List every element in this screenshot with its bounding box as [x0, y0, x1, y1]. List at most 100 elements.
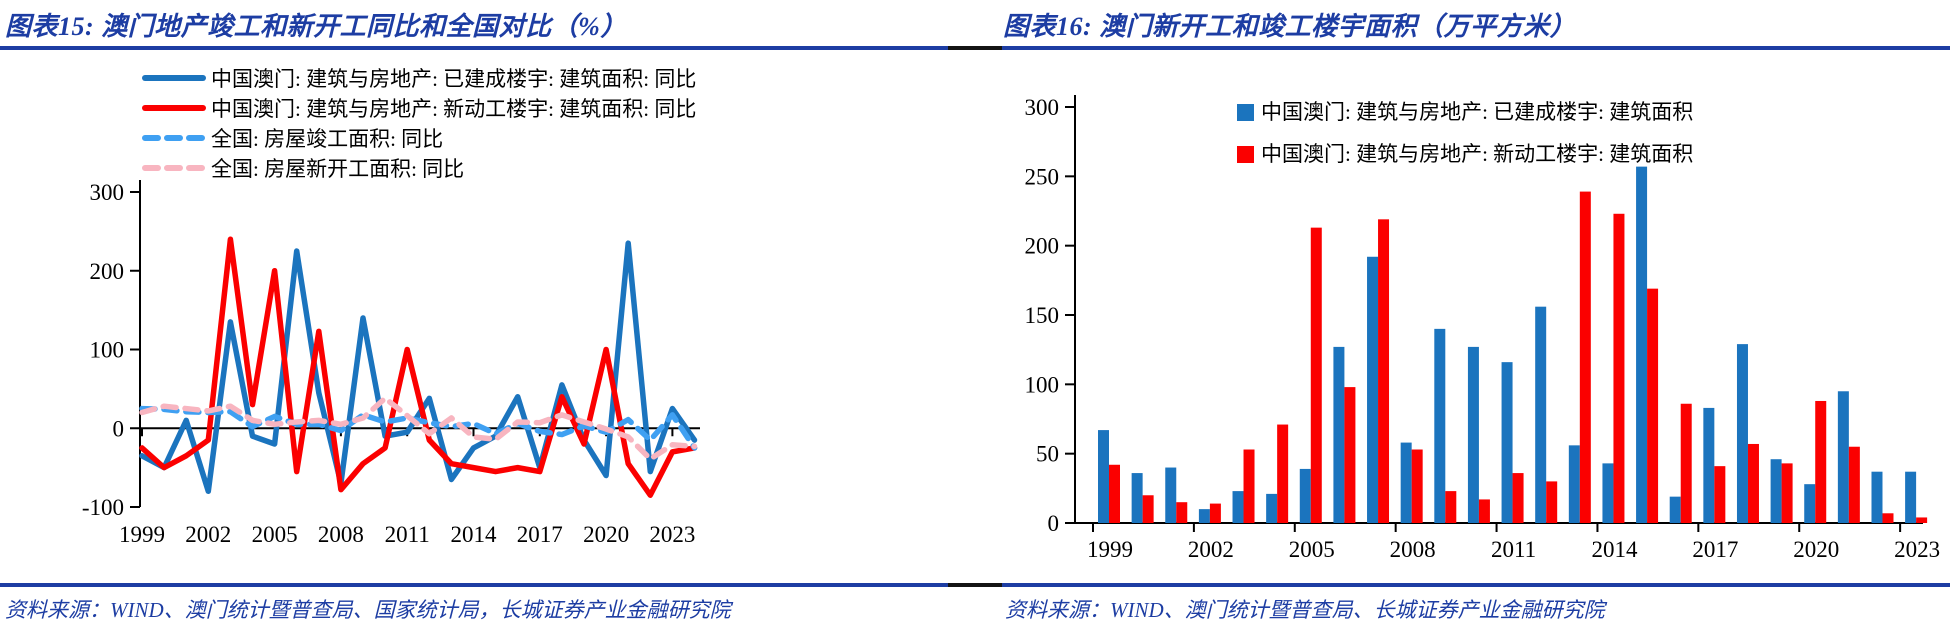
- bar-newstart-2003: [1243, 449, 1255, 523]
- bar-completed-2014: [1602, 463, 1614, 523]
- bar-completed-2013: [1568, 445, 1580, 523]
- axis-labels: 0 50 100 150 200 250 300 1999 2002 2005 2008 2011 20…: [1025, 95, 1941, 562]
- bar-newstart-2017: [1714, 466, 1726, 523]
- bar-newstart-2004: [1277, 424, 1289, 523]
- y-tick-label: 200: [1025, 234, 1060, 259]
- y-tick-label: 0: [113, 416, 125, 441]
- legend-swatch-0: [1237, 104, 1254, 121]
- bar-newstart-2020: [1815, 400, 1827, 523]
- bar-newstart-2016: [1680, 403, 1692, 523]
- bar-newstart-2023: [1916, 517, 1928, 523]
- bar-newstart-2002: [1209, 503, 1221, 523]
- x-tick-label: 2005: [252, 522, 298, 547]
- figure16-title: 图表16: 澳门新开工和竣工楼宇面积（万平方米）: [1003, 6, 1576, 43]
- legend-label-1: 中国澳门: 建筑与房地产: 新动工楼宇: 建筑面积: 同比: [211, 97, 696, 121]
- bar-newstart-2022: [1882, 513, 1894, 523]
- bar-series: [1098, 166, 1928, 524]
- x-tick-label: 2011: [1491, 537, 1536, 562]
- legend-swatch-1: [1237, 146, 1254, 163]
- bar-newstart-2006: [1344, 387, 1356, 523]
- y-tick-label: 50: [1036, 442, 1059, 467]
- legend-label-0: 中国澳门: 建筑与房地产: 已建成楼宇: 建筑面积: [1261, 100, 1693, 124]
- y-tick-label: 200: [90, 259, 125, 284]
- bar-completed-2008: [1400, 442, 1412, 523]
- y-tick-label: 0: [1048, 511, 1060, 536]
- x-tick-label: 2014: [1591, 537, 1638, 562]
- figure15-panel: 图表15: 澳门地产竣工和新开工同比和全国对比（%） 300 200 100 0 -10…: [0, 6, 975, 622]
- bar-completed-2015: [1636, 166, 1648, 524]
- figure15-footer-rule: [0, 583, 975, 587]
- bar-completed-2009: [1434, 328, 1446, 523]
- y-tick-label: 100: [90, 338, 125, 363]
- bar-completed-2004: [1266, 493, 1278, 523]
- bar-newstart-2012: [1546, 481, 1558, 523]
- figure16-source: 资料来源：WIND、澳门统计暨普查局、长城证券产业金融研究院: [1005, 598, 1605, 622]
- bar-newstart-2021: [1848, 446, 1860, 523]
- y-tick-label: 100: [1025, 372, 1060, 397]
- bar-completed-2000: [1131, 473, 1143, 523]
- bar-completed-2002: [1198, 509, 1210, 523]
- bar-newstart-2014: [1613, 213, 1625, 524]
- bar-newstart-2005: [1310, 227, 1322, 523]
- figure16-footer-rule: [975, 583, 1950, 587]
- x-tick-label: 2011: [385, 522, 430, 547]
- x-tick-label: 2002: [185, 522, 231, 547]
- legend-label-3: 全国: 房屋新开工面积: 同比: [211, 157, 464, 181]
- bar-newstart-2018: [1747, 443, 1759, 523]
- bar-completed-2023: [1905, 471, 1917, 523]
- x-tick-label: 2017: [517, 522, 563, 547]
- bar-completed-2010: [1467, 346, 1479, 523]
- x-tick-label: 2023: [1894, 537, 1940, 562]
- bar-newstart-1999: [1109, 464, 1120, 523]
- x-tick-label: 2014: [451, 522, 498, 547]
- series-lines: [139, 236, 698, 498]
- x-tick-label: 2008: [318, 522, 364, 547]
- bar-completed-1999: [1098, 430, 1109, 523]
- y-tick-label: 150: [1025, 303, 1060, 328]
- legend-label-2: 全国: 房屋竣工面积: 同比: [211, 127, 443, 151]
- bar-completed-2021: [1837, 391, 1849, 523]
- figure16-title-rule: [975, 46, 1950, 50]
- x-tick-label: 2005: [1289, 537, 1335, 562]
- figure16-title-text: 图表16: 澳门新开工和竣工楼宇面积（万平方米）: [1003, 12, 1577, 41]
- y-tick-label: -100: [82, 495, 124, 520]
- bar-completed-2006: [1333, 346, 1345, 523]
- bar-completed-2005: [1299, 468, 1311, 523]
- bar-newstart-2011: [1512, 473, 1524, 523]
- legend-label-1: 中国澳门: 建筑与房地产: 新动工楼宇: 建筑面积: [1261, 142, 1693, 166]
- bar-completed-2012: [1535, 306, 1547, 523]
- y-tick-label: 300: [1025, 95, 1060, 120]
- x-tick-label: 2020: [583, 522, 629, 547]
- x-tick-label: 2023: [649, 522, 695, 547]
- x-tick-label: 1999: [119, 522, 165, 547]
- bar-completed-2011: [1501, 362, 1513, 523]
- figure15-title-rule: [0, 46, 975, 50]
- bar-completed-2001: [1165, 467, 1177, 523]
- x-tick-label: 2017: [1692, 537, 1738, 562]
- bar-newstart-2010: [1478, 499, 1490, 523]
- bar-completed-2020: [1804, 484, 1816, 523]
- figure15-source: 资料来源：WIND、澳门统计暨普查局、国家统计局，长城证券产业金融研究院: [5, 598, 731, 622]
- bar-completed-2016: [1669, 496, 1681, 523]
- series-line-0: [139, 240, 698, 494]
- x-tick-label: 2002: [1188, 537, 1234, 562]
- series-line-1: [139, 236, 698, 498]
- figure15-title: 图表15: 澳门地产竣工和新开工同比和全国对比（%）: [5, 6, 627, 43]
- x-tick-label: 2008: [1390, 537, 1436, 562]
- bar-completed-2018: [1736, 344, 1748, 523]
- bar-completed-2007: [1367, 256, 1379, 523]
- bar-completed-2022: [1871, 471, 1883, 523]
- axes: [130, 180, 700, 508]
- bar-newstart-2013: [1579, 191, 1591, 523]
- series-line-3: [139, 395, 698, 462]
- bar-newstart-2009: [1445, 491, 1457, 523]
- bar-newstart-2019: [1781, 463, 1793, 523]
- bar-newstart-2008: [1411, 449, 1423, 523]
- bar-newstart-2001: [1176, 502, 1188, 523]
- x-tick-label: 2020: [1793, 537, 1839, 562]
- bar-completed-2019: [1770, 459, 1782, 523]
